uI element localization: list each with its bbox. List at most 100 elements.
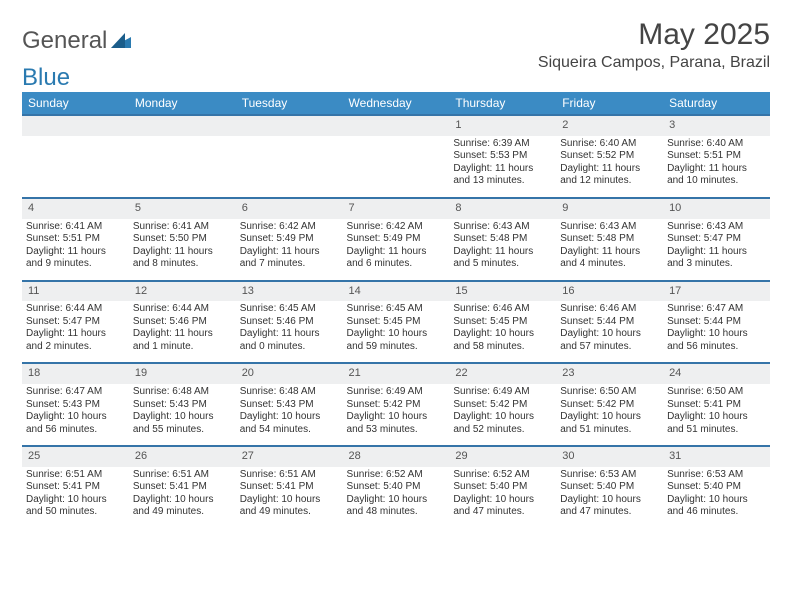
sunset-text: Sunset: 5:42 PM	[560, 399, 659, 412]
sunset-text: Sunset: 5:47 PM	[667, 233, 766, 246]
day-detail-cell: Sunrise: 6:41 AMSunset: 5:51 PMDaylight:…	[22, 219, 129, 281]
day-number-cell	[22, 115, 129, 136]
daylight-text: Daylight: 10 hours	[240, 494, 339, 507]
daylight-text: Daylight: 10 hours	[347, 328, 446, 341]
location: Siqueira Campos, Parana, Brazil	[538, 54, 770, 72]
sunrise-text: Sunrise: 6:45 AM	[240, 303, 339, 316]
day-number-cell	[343, 115, 450, 136]
sunset-text: Sunset: 5:40 PM	[347, 481, 446, 494]
daylight-text: Daylight: 10 hours	[453, 328, 552, 341]
sunrise-text: Sunrise: 6:48 AM	[240, 386, 339, 399]
daylight-text: and 1 minute.	[133, 341, 232, 354]
daylight-text: and 49 minutes.	[240, 506, 339, 519]
detail-row: Sunrise: 6:51 AMSunset: 5:41 PMDaylight:…	[22, 467, 770, 529]
sunset-text: Sunset: 5:40 PM	[667, 481, 766, 494]
daynum-row: 123	[22, 115, 770, 136]
sunset-text: Sunset: 5:44 PM	[560, 316, 659, 329]
day-number-cell: 10	[663, 198, 770, 219]
day-number-cell: 3	[663, 115, 770, 136]
daylight-text: Daylight: 11 hours	[26, 246, 125, 259]
daylight-text: Daylight: 10 hours	[560, 328, 659, 341]
sunrise-text: Sunrise: 6:46 AM	[560, 303, 659, 316]
daylight-text: Daylight: 11 hours	[133, 246, 232, 259]
sunset-text: Sunset: 5:42 PM	[347, 399, 446, 412]
daylight-text: Daylight: 10 hours	[667, 328, 766, 341]
sunset-text: Sunset: 5:40 PM	[453, 481, 552, 494]
day-number-cell: 26	[129, 446, 236, 467]
daylight-text: and 9 minutes.	[26, 258, 125, 271]
day-number-cell: 25	[22, 446, 129, 467]
day-number-cell: 28	[343, 446, 450, 467]
sunset-text: Sunset: 5:43 PM	[133, 399, 232, 412]
daylight-text: and 56 minutes.	[26, 424, 125, 437]
daylight-text: and 50 minutes.	[26, 506, 125, 519]
daylight-text: Daylight: 10 hours	[453, 411, 552, 424]
sunrise-text: Sunrise: 6:51 AM	[240, 469, 339, 482]
day-number-cell: 30	[556, 446, 663, 467]
day-detail-cell: Sunrise: 6:47 AMSunset: 5:44 PMDaylight:…	[663, 301, 770, 363]
sunset-text: Sunset: 5:46 PM	[240, 316, 339, 329]
day-number-cell: 22	[449, 363, 556, 384]
daylight-text: Daylight: 11 hours	[667, 246, 766, 259]
daylight-text: Daylight: 10 hours	[667, 411, 766, 424]
daylight-text: and 47 minutes.	[453, 506, 552, 519]
daylight-text: and 46 minutes.	[667, 506, 766, 519]
daylight-text: Daylight: 10 hours	[26, 411, 125, 424]
day-number-cell: 6	[236, 198, 343, 219]
sunset-text: Sunset: 5:43 PM	[26, 399, 125, 412]
day-detail-cell: Sunrise: 6:51 AMSunset: 5:41 PMDaylight:…	[236, 467, 343, 529]
day-number-cell: 27	[236, 446, 343, 467]
day-detail-cell: Sunrise: 6:53 AMSunset: 5:40 PMDaylight:…	[663, 467, 770, 529]
sunrise-text: Sunrise: 6:48 AM	[133, 386, 232, 399]
day-detail-cell: Sunrise: 6:48 AMSunset: 5:43 PMDaylight:…	[236, 384, 343, 446]
day-detail-cell: Sunrise: 6:45 AMSunset: 5:46 PMDaylight:…	[236, 301, 343, 363]
sunset-text: Sunset: 5:49 PM	[347, 233, 446, 246]
sunrise-text: Sunrise: 6:41 AM	[133, 221, 232, 234]
day-number-cell: 16	[556, 281, 663, 302]
day-number-cell: 2	[556, 115, 663, 136]
day-number-cell: 8	[449, 198, 556, 219]
brand-triangle-icon	[111, 28, 133, 56]
day-number-cell: 7	[343, 198, 450, 219]
sunrise-text: Sunrise: 6:49 AM	[453, 386, 552, 399]
sunrise-text: Sunrise: 6:41 AM	[26, 221, 125, 234]
weekday-header: Tuesday	[236, 92, 343, 115]
daylight-text: and 2 minutes.	[26, 341, 125, 354]
sunrise-text: Sunrise: 6:50 AM	[667, 386, 766, 399]
day-detail-cell: Sunrise: 6:46 AMSunset: 5:44 PMDaylight:…	[556, 301, 663, 363]
weekday-header-row: Sunday Monday Tuesday Wednesday Thursday…	[22, 92, 770, 115]
daylight-text: and 51 minutes.	[667, 424, 766, 437]
day-detail-cell	[22, 136, 129, 198]
sunrise-text: Sunrise: 6:43 AM	[560, 221, 659, 234]
day-detail-cell: Sunrise: 6:43 AMSunset: 5:47 PMDaylight:…	[663, 219, 770, 281]
daylight-text: and 58 minutes.	[453, 341, 552, 354]
daylight-text: Daylight: 11 hours	[560, 163, 659, 176]
day-number-cell: 4	[22, 198, 129, 219]
sunset-text: Sunset: 5:53 PM	[453, 150, 552, 163]
brand-part1: General	[22, 27, 107, 55]
detail-row: Sunrise: 6:44 AMSunset: 5:47 PMDaylight:…	[22, 301, 770, 363]
daylight-text: and 48 minutes.	[347, 506, 446, 519]
daynum-row: 45678910	[22, 198, 770, 219]
day-number-cell: 11	[22, 281, 129, 302]
daylight-text: and 51 minutes.	[560, 424, 659, 437]
weekday-header: Saturday	[663, 92, 770, 115]
sunrise-text: Sunrise: 6:45 AM	[347, 303, 446, 316]
day-number-cell: 23	[556, 363, 663, 384]
day-detail-cell: Sunrise: 6:41 AMSunset: 5:50 PMDaylight:…	[129, 219, 236, 281]
sunset-text: Sunset: 5:45 PM	[453, 316, 552, 329]
weekday-header: Wednesday	[343, 92, 450, 115]
day-number-cell: 20	[236, 363, 343, 384]
brand-logo: General	[22, 18, 133, 56]
sunset-text: Sunset: 5:46 PM	[133, 316, 232, 329]
day-number-cell: 21	[343, 363, 450, 384]
day-detail-cell	[343, 136, 450, 198]
sunset-text: Sunset: 5:50 PM	[133, 233, 232, 246]
day-detail-cell: Sunrise: 6:40 AMSunset: 5:51 PMDaylight:…	[663, 136, 770, 198]
day-number-cell: 29	[449, 446, 556, 467]
daylight-text: and 8 minutes.	[133, 258, 232, 271]
daylight-text: and 3 minutes.	[667, 258, 766, 271]
sunrise-text: Sunrise: 6:39 AM	[453, 138, 552, 151]
sunset-text: Sunset: 5:48 PM	[453, 233, 552, 246]
daylight-text: and 4 minutes.	[560, 258, 659, 271]
